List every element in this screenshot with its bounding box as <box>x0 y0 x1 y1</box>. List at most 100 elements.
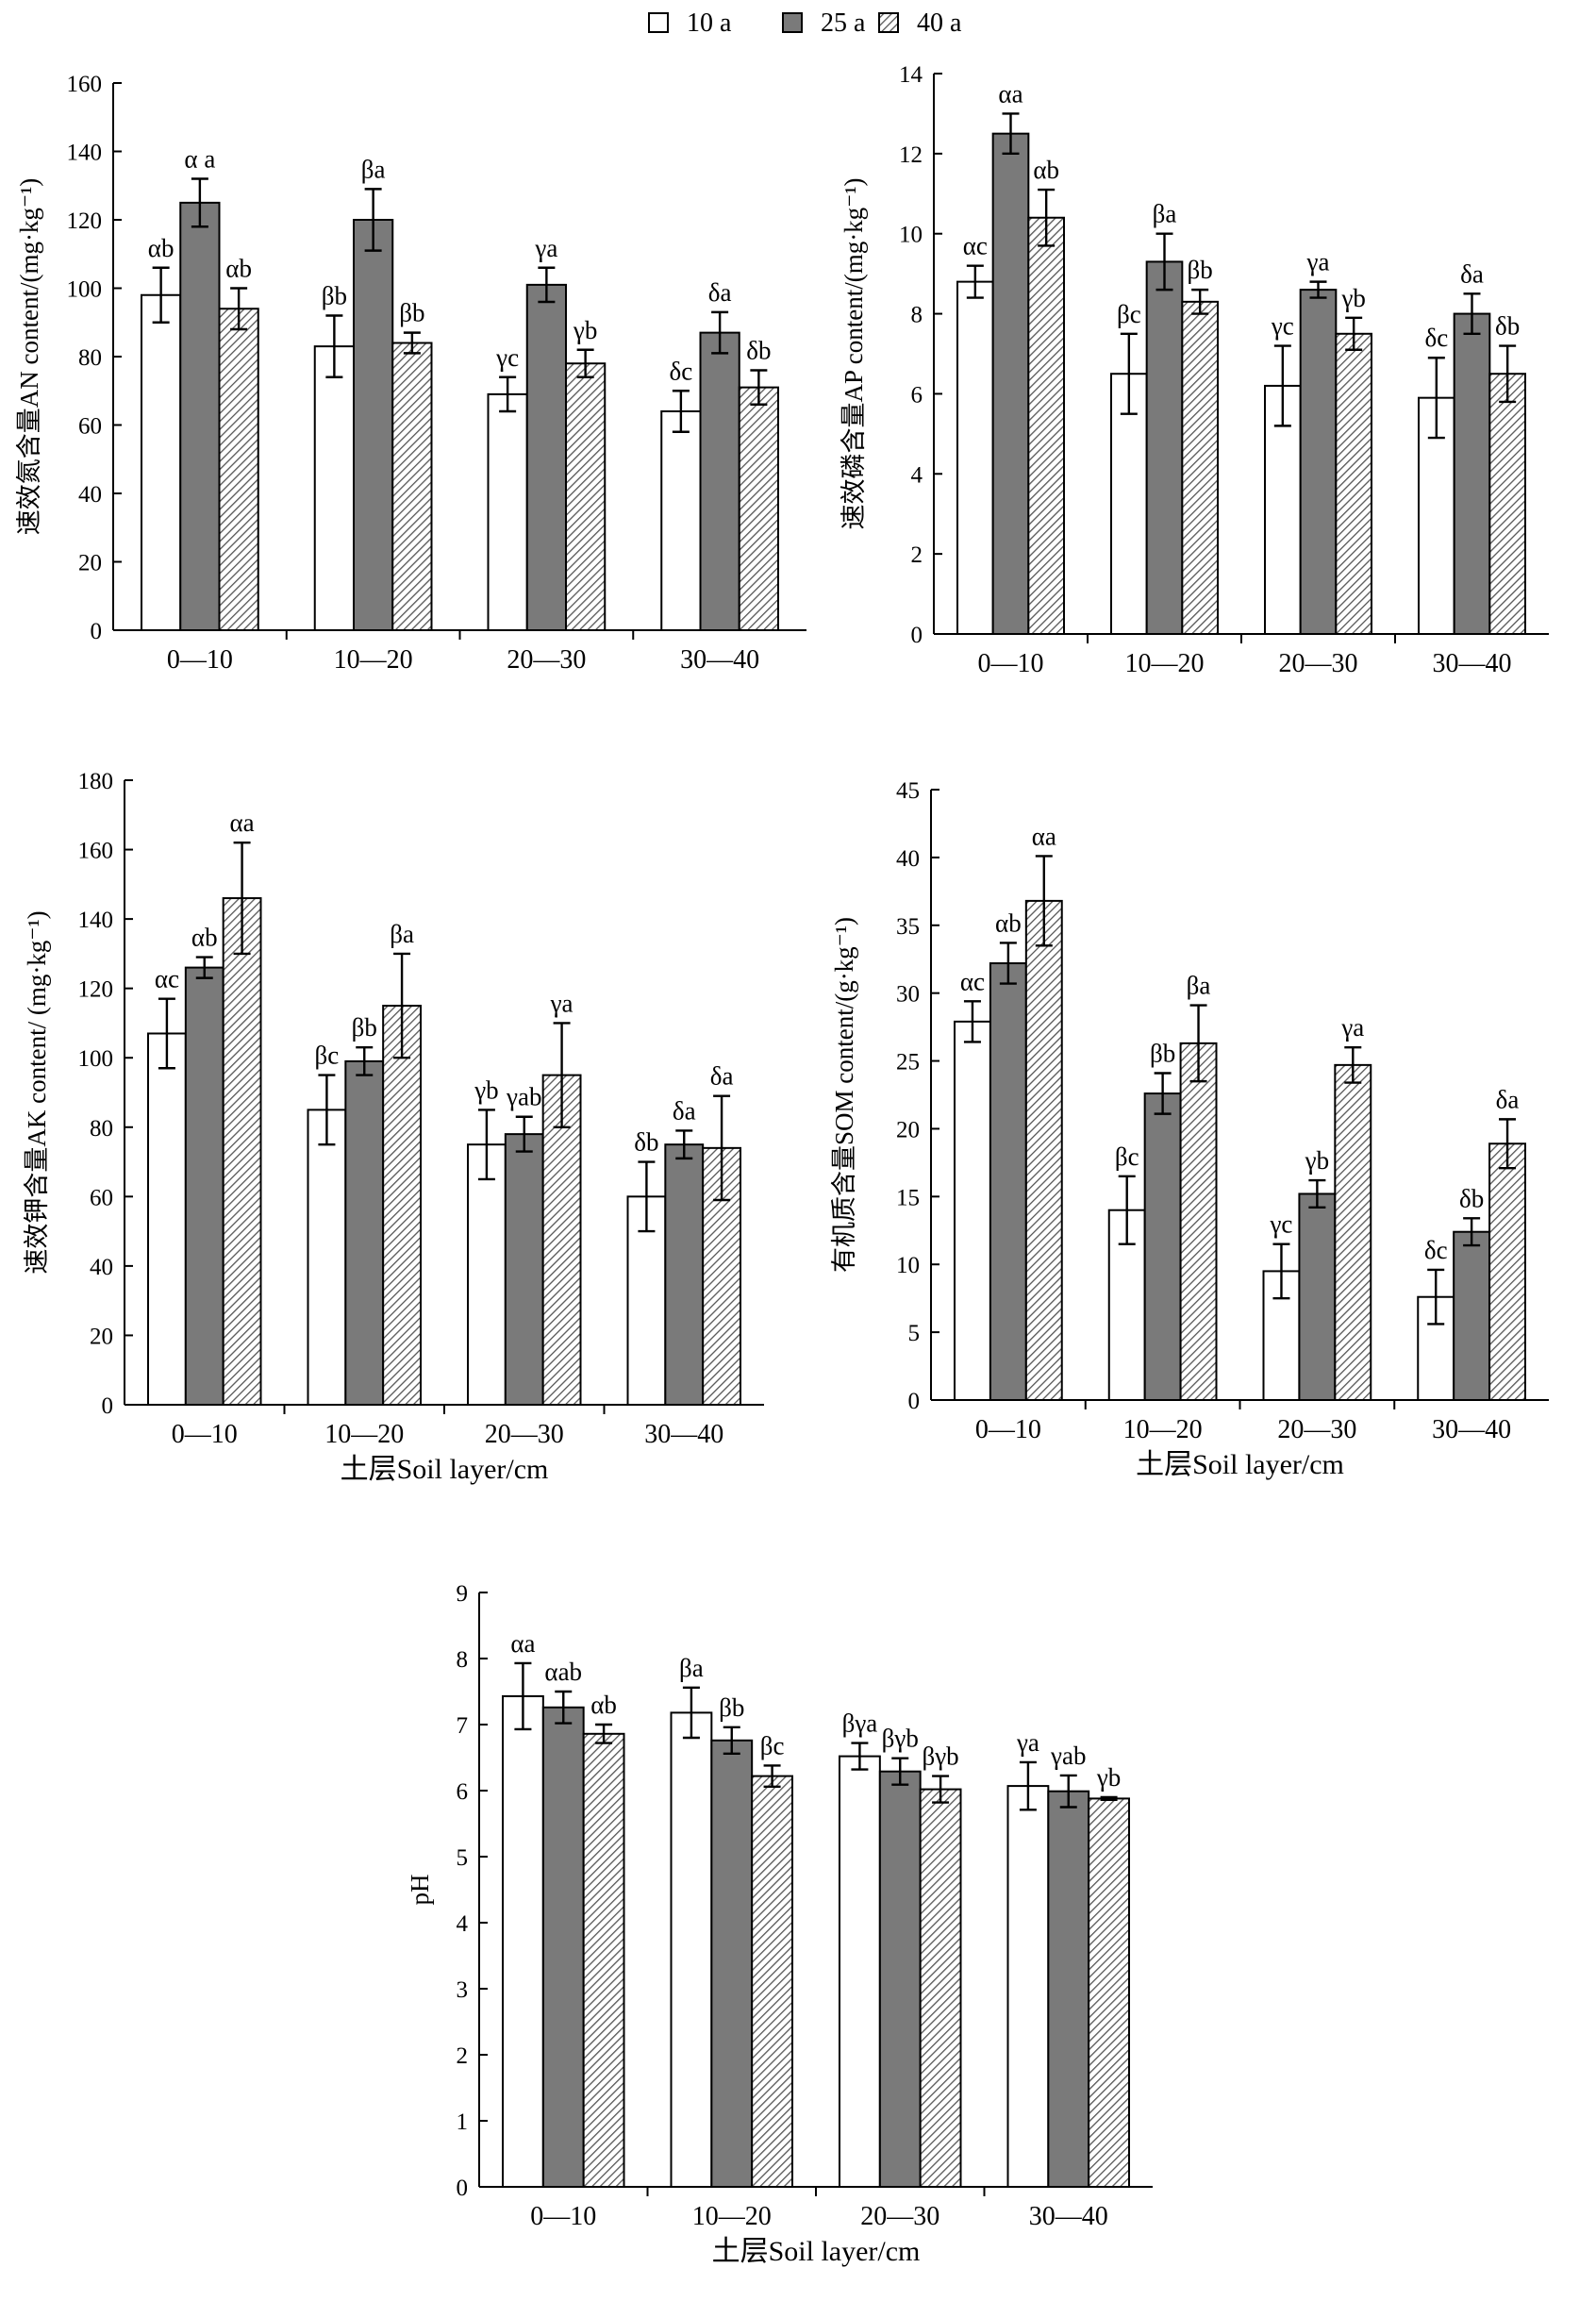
significance-label: δa <box>710 1062 734 1091</box>
significance-label: βγb <box>922 1742 958 1771</box>
y-tick-label: 25 <box>896 1050 920 1075</box>
y-tick-label: 5 <box>457 1845 469 1871</box>
bar <box>1488 373 1527 635</box>
y-axis-title: pH <box>406 1875 434 1906</box>
significance-label: αb <box>995 909 1022 937</box>
bar <box>878 1770 922 2188</box>
bar <box>991 132 1030 635</box>
y-tick-label: 6 <box>457 1779 469 1805</box>
y-tick-label: 140 <box>67 141 103 166</box>
x-tick-label: 20—30 <box>860 2202 939 2231</box>
bar <box>487 392 528 631</box>
bar <box>582 1732 625 2189</box>
y-tick-label: 100 <box>67 277 103 303</box>
significance-label: γb <box>573 316 597 344</box>
bar <box>660 410 702 631</box>
bar <box>670 1711 713 2189</box>
y-tick-label: 14 <box>899 62 923 88</box>
y-tick-label: 0 <box>457 2176 469 2201</box>
bar <box>467 1143 507 1406</box>
significance-label: δa <box>1496 1085 1520 1113</box>
significance-label: αc <box>960 967 985 995</box>
bar <box>1143 1092 1182 1402</box>
x-tick-label: 0—10 <box>172 1420 238 1449</box>
significance-label: αa <box>510 1629 535 1658</box>
legend-swatch <box>878 12 899 33</box>
chart-1: 0 20 40 60 80 100 120 140 160 0—10 10—20 20—30 30—40… <box>15 72 806 675</box>
legend-item: 40 a <box>878 8 962 38</box>
significance-label: αb <box>148 234 175 262</box>
x-tick-label: 30—40 <box>644 1420 723 1449</box>
y-tick-label: 5 <box>908 1321 921 1346</box>
bar <box>504 1133 544 1406</box>
significance-label: βb <box>1150 1039 1175 1067</box>
y-tick-label: 10 <box>899 223 923 248</box>
bar <box>710 1739 754 2189</box>
x-tick-label: 10—20 <box>324 1420 404 1449</box>
bar <box>141 293 182 631</box>
significance-label: αa <box>230 809 255 837</box>
y-axis-title: 速效钾含量AK content/ (mg·kg⁻¹) <box>23 910 51 1274</box>
significance-label: βc <box>315 1042 340 1070</box>
x-tick-label: 20—30 <box>1279 649 1358 678</box>
significance-label: δa <box>673 1096 696 1125</box>
bar <box>1006 1785 1050 2188</box>
x-tick-label: 0—10 <box>975 1415 1041 1444</box>
significance-label: αb <box>191 924 218 952</box>
significance-label: δb <box>1495 312 1520 341</box>
significance-label: βc <box>1117 300 1141 328</box>
legend-item: 10 a <box>648 8 732 38</box>
legend: 10 a 25 a 40 a <box>648 8 962 38</box>
bar <box>313 345 355 631</box>
y-tick-label: 40 <box>896 846 920 872</box>
significance-label: βb <box>719 1693 744 1722</box>
y-tick-label: 0 <box>908 1389 921 1414</box>
x-tick-label: 10—20 <box>334 645 413 675</box>
significance-label: αa <box>998 79 1022 108</box>
y-tick-label: 160 <box>67 72 103 97</box>
bar <box>184 966 224 1406</box>
significance-label: γab <box>506 1083 541 1111</box>
bar <box>1335 332 1373 635</box>
y-tick-label: 6 <box>911 382 923 408</box>
significance-label: δb <box>634 1128 658 1157</box>
significance-label: αc <box>155 965 179 993</box>
significance-label: γc <box>495 343 519 372</box>
chart-4: 0 5 10 15 20 25 30 35 40 45 0—10 10—20 20—30 30—40 αc β… <box>830 778 1549 1480</box>
significance-label: δc <box>670 357 693 385</box>
x-tick-label: 0—10 <box>167 645 233 675</box>
significance-label: γab <box>1050 1742 1086 1770</box>
bar <box>222 897 262 1406</box>
bar <box>1088 1797 1130 2189</box>
bar <box>1453 312 1491 635</box>
bar <box>1110 373 1148 635</box>
y-tick-label: 10 <box>896 1253 920 1278</box>
significance-label: βb <box>352 1013 377 1042</box>
significance-label: γa <box>1340 1013 1364 1042</box>
y-tick-label: 100 <box>78 1046 114 1072</box>
significance-label: βa <box>390 920 414 948</box>
y-tick-label: 40 <box>78 482 102 508</box>
x-tick-label: 10—20 <box>1125 649 1205 678</box>
significance-label: γb <box>1340 284 1365 312</box>
y-tick-label: 3 <box>457 1977 469 2003</box>
x-tick-label: 20—30 <box>1277 1415 1356 1444</box>
y-tick-label: 0 <box>102 1393 114 1419</box>
bar <box>1488 1142 1527 1401</box>
x-tick-label: 30—40 <box>680 645 759 675</box>
bar <box>1024 899 1063 1401</box>
y-tick-label: 8 <box>457 1647 469 1673</box>
y-tick-label: 4 <box>457 1911 469 1937</box>
x-tick-label: 30—40 <box>1432 1415 1511 1444</box>
significance-label: δb <box>1459 1184 1484 1212</box>
y-tick-label: 80 <box>90 1116 113 1142</box>
significance-label: δa <box>708 278 732 307</box>
bar <box>1299 289 1338 635</box>
y-tick-label: 120 <box>78 977 114 1003</box>
significance-label: α a <box>184 145 215 174</box>
y-axis-title: 速效磷含量AP content/(mg·kg⁻¹) <box>840 177 868 529</box>
legend-swatch <box>648 12 669 33</box>
bar <box>1334 1063 1372 1401</box>
